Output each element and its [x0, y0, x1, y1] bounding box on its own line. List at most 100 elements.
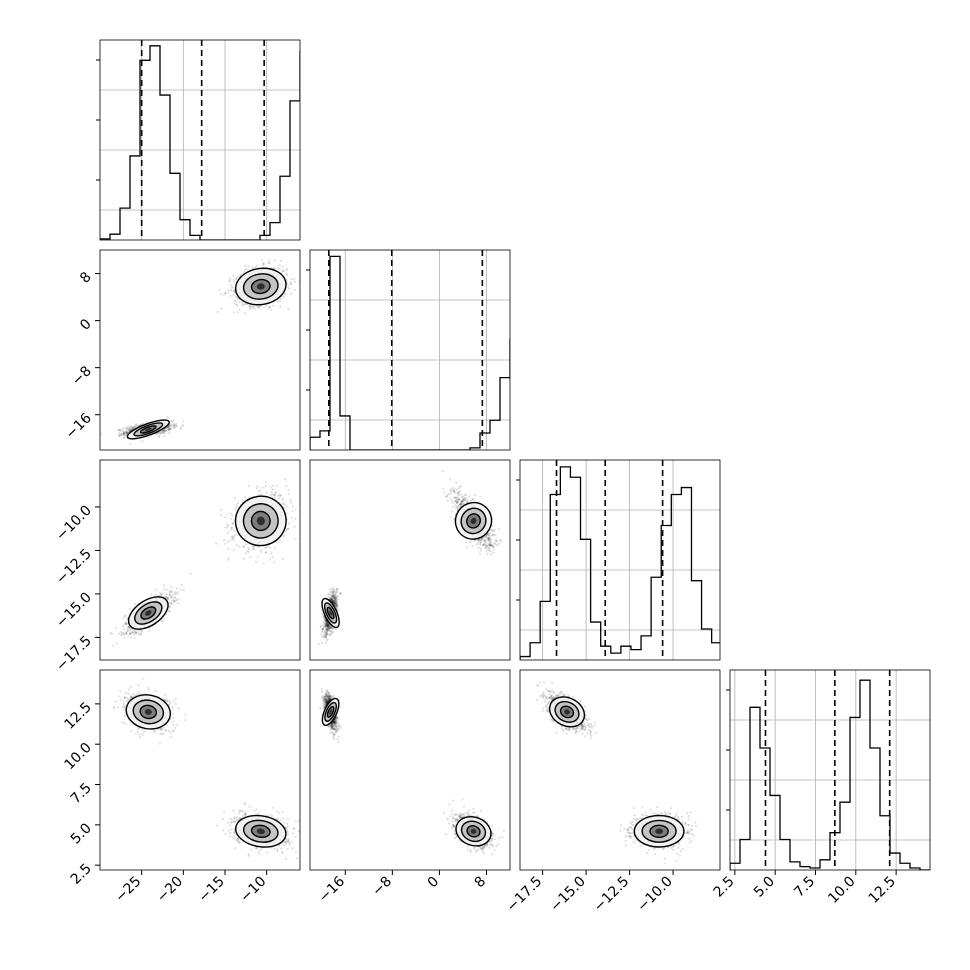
panel-2-1 [309, 459, 511, 661]
data-point [256, 485, 259, 488]
data-point [158, 432, 161, 435]
data-point [325, 631, 328, 634]
data-point [328, 626, 331, 630]
density-contour [144, 427, 152, 431]
data-point [267, 306, 270, 310]
data-point [130, 628, 133, 631]
data-point [331, 598, 334, 601]
data-point [456, 505, 459, 508]
data-point [339, 592, 342, 595]
data-point [290, 277, 293, 281]
data-point [335, 605, 338, 609]
data-point [118, 434, 121, 437]
data-point [175, 587, 178, 590]
data-point [460, 502, 463, 505]
data-point [172, 596, 175, 599]
data-point [449, 478, 452, 481]
data-point [325, 622, 328, 625]
data-point [323, 631, 326, 635]
data-point [264, 481, 267, 484]
data-point [125, 621, 128, 624]
data-point [128, 428, 131, 431]
data-point [329, 625, 332, 628]
data-point [173, 596, 176, 599]
data-point [324, 628, 327, 631]
data-point [133, 425, 136, 429]
data-point [171, 599, 174, 602]
data-point [283, 503, 286, 506]
data-point [334, 599, 337, 602]
data-point [243, 270, 246, 274]
scatter-points [100, 258, 300, 445]
data-point [126, 431, 129, 434]
data-point [232, 293, 235, 297]
data-point [168, 589, 171, 592]
data-point [257, 545, 260, 549]
data-point [285, 528, 288, 531]
data-point [179, 588, 182, 591]
data-point [230, 284, 233, 287]
data-point [229, 517, 232, 520]
data-point [324, 625, 327, 628]
data-point [331, 631, 334, 634]
data-point [278, 300, 282, 303]
data-point [291, 509, 294, 512]
data-point [284, 293, 287, 296]
data-point [177, 591, 180, 594]
data-point [131, 631, 134, 634]
data-point [236, 297, 239, 300]
data-point [282, 295, 286, 298]
data-point [169, 596, 172, 599]
density-contour [256, 516, 265, 526]
data-point [333, 596, 336, 600]
data-point [126, 617, 129, 620]
data-point [127, 425, 131, 428]
data-point [170, 595, 173, 599]
y-tick-label: 0 [77, 316, 95, 334]
data-point [120, 433, 123, 436]
data-point [162, 429, 166, 432]
data-point [162, 619, 165, 622]
data-point [489, 537, 493, 541]
data-point [324, 641, 328, 644]
data-point [325, 623, 328, 626]
data-point [161, 431, 164, 434]
data-point [328, 627, 331, 630]
data-point [123, 431, 126, 435]
data-point [298, 280, 300, 283]
data-point [125, 428, 128, 431]
data-point [479, 495, 482, 498]
data-point [218, 289, 221, 292]
data-point [484, 546, 487, 549]
data-point [117, 428, 120, 431]
data-point [324, 625, 327, 628]
data-point [326, 623, 329, 627]
data-point [468, 495, 471, 498]
data-point [132, 425, 135, 428]
data-point [289, 283, 292, 286]
data-point [274, 492, 277, 495]
data-point [289, 499, 292, 502]
data-point [133, 631, 136, 634]
data-point [329, 630, 332, 633]
data-point [264, 547, 267, 550]
data-point [164, 429, 167, 432]
data-point [325, 627, 328, 630]
data-point [271, 488, 274, 491]
data-point [492, 530, 495, 533]
data-point [131, 427, 134, 430]
data-point [275, 484, 278, 487]
data-point [236, 502, 239, 505]
data-point [322, 619, 325, 622]
data-point [294, 537, 297, 540]
data-point [323, 636, 326, 639]
data-point [334, 596, 337, 599]
data-point [458, 505, 461, 508]
data-point [327, 625, 330, 628]
data-point [329, 598, 332, 601]
data-point [324, 633, 327, 636]
data-point [488, 544, 491, 547]
data-point [124, 433, 127, 436]
data-point [254, 265, 257, 268]
data-point [228, 539, 231, 542]
